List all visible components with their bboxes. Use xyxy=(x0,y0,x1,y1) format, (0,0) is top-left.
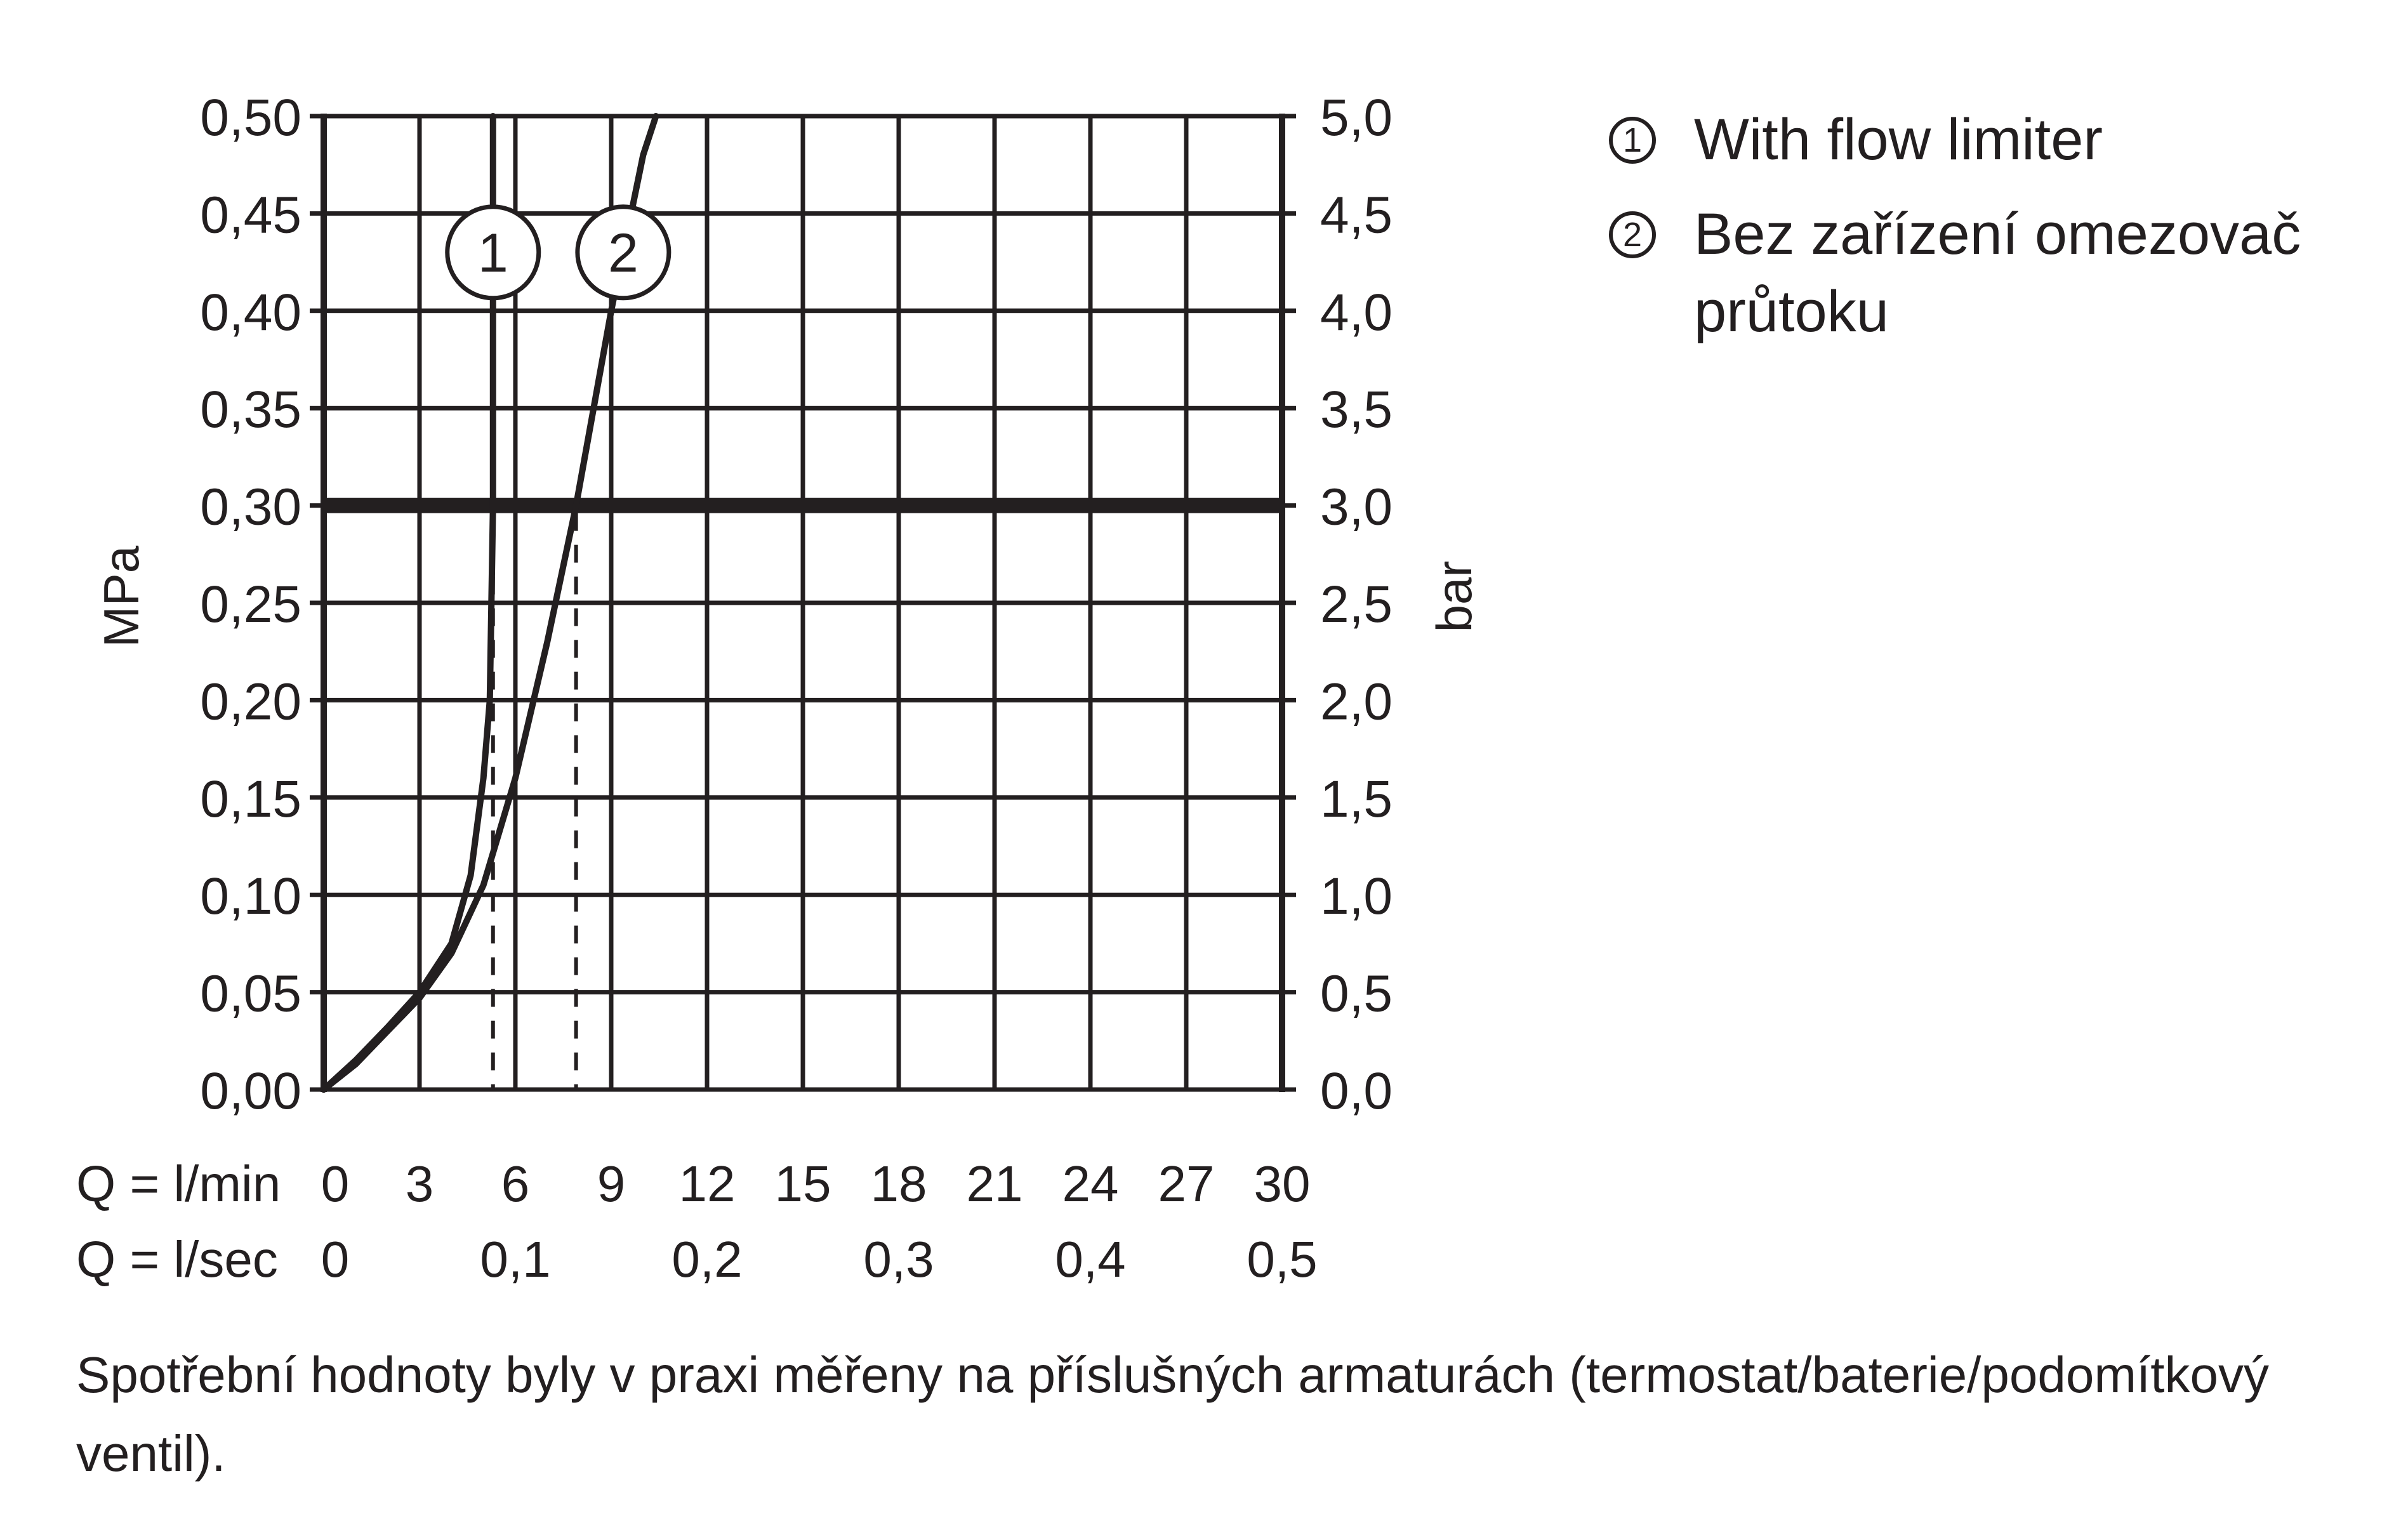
y-tick-label-right: 3,5 xyxy=(1320,381,1393,438)
y-tick-label-left: 0,50 xyxy=(200,89,301,147)
y-tick-label-right: 4,5 xyxy=(1320,186,1393,244)
x-tick-label: 0,3 xyxy=(863,1231,934,1288)
x-tick-label: 3 xyxy=(406,1156,434,1212)
y-tick-label-left: 0,30 xyxy=(200,478,301,536)
label-layer: 0,00 0,00,05 0,50,10 1,00,15 1,50,20 2,00,25 2… xyxy=(76,89,1482,1288)
x-tick-label: 0,2 xyxy=(671,1231,742,1288)
x-tick-label: 0,5 xyxy=(1247,1231,1317,1288)
series-marker-2 xyxy=(575,204,671,301)
x-tick-label: 0,4 xyxy=(1055,1231,1125,1288)
y-tick-label-right: 4,0 xyxy=(1320,284,1393,341)
legend-text-2: Bez zařízení omezovač průtoku xyxy=(1694,202,2301,344)
y-tick-label-right: 5,0 xyxy=(1320,89,1393,147)
y-tick-label-right: 0,0 xyxy=(1320,1062,1393,1120)
y-tick-label-left: 0,25 xyxy=(200,576,301,633)
x-tick-label: 30 xyxy=(1254,1156,1311,1212)
y-axis-title-right: bar xyxy=(1426,561,1482,633)
y-tick-label-left: 0,20 xyxy=(200,673,301,730)
y-tick-label-right: 0,5 xyxy=(1320,965,1393,1023)
y-tick-label-left: 0,00 xyxy=(200,1062,301,1120)
legend-marker-2: 2 xyxy=(1609,211,1656,259)
x-row-label: Q = l/sec xyxy=(76,1231,278,1288)
y-tick-label-left: 0,05 xyxy=(200,965,301,1023)
legend-marker-1: 1 xyxy=(1609,117,1656,164)
x-row-label: Q = l/min xyxy=(76,1156,281,1212)
x-tick-label: 24 xyxy=(1062,1156,1119,1212)
legend-text-1: With flow limiter xyxy=(1694,107,2103,172)
y-tick-label-left: 0,10 xyxy=(200,867,301,925)
y-tick-label-left: 0,15 xyxy=(200,770,301,828)
y-tick-label-right: 2,5 xyxy=(1320,576,1393,633)
x-tick-label: 27 xyxy=(1158,1156,1215,1212)
legend-item-1: 1 With flow limiter xyxy=(1609,102,2371,178)
y-axis-title-left: MPa xyxy=(93,545,149,647)
x-tick-label: 0,1 xyxy=(480,1231,550,1288)
y-tick-label-right: 1,5 xyxy=(1320,770,1393,828)
axis-layer xyxy=(310,114,1296,1092)
y-tick-label-left: 0,45 xyxy=(200,186,301,244)
x-tick-label: 9 xyxy=(597,1156,626,1212)
x-tick-label: 6 xyxy=(501,1156,530,1212)
y-tick-label-left: 0,40 xyxy=(200,284,301,341)
legend-item-2: 2 Bez zařízení omezovač průtoku xyxy=(1609,196,2371,350)
x-tick-label: 18 xyxy=(871,1156,927,1212)
series-marker-1 xyxy=(445,204,541,301)
x-tick-label: 15 xyxy=(775,1156,831,1212)
x-tick-label: 12 xyxy=(679,1156,736,1212)
footnote: Spotřební hodnoty byly v praxi měřeny na… xyxy=(76,1347,2269,1482)
series-marker-label-2: 2 xyxy=(608,223,638,284)
x-tick-label: 0 xyxy=(321,1156,350,1212)
y-tick-label-right: 1,0 xyxy=(1320,867,1393,925)
x-tick-label: 0 xyxy=(321,1231,350,1288)
legend: 1 With flow limiter 2 Bez zařízení omezo… xyxy=(1609,102,2371,368)
y-tick-label-left: 0,35 xyxy=(200,381,301,438)
series-marker-label-1: 1 xyxy=(478,223,508,284)
x-tick-label: 21 xyxy=(967,1156,1023,1212)
y-tick-label-right: 3,0 xyxy=(1320,478,1393,536)
y-tick-label-right: 2,0 xyxy=(1320,673,1393,730)
